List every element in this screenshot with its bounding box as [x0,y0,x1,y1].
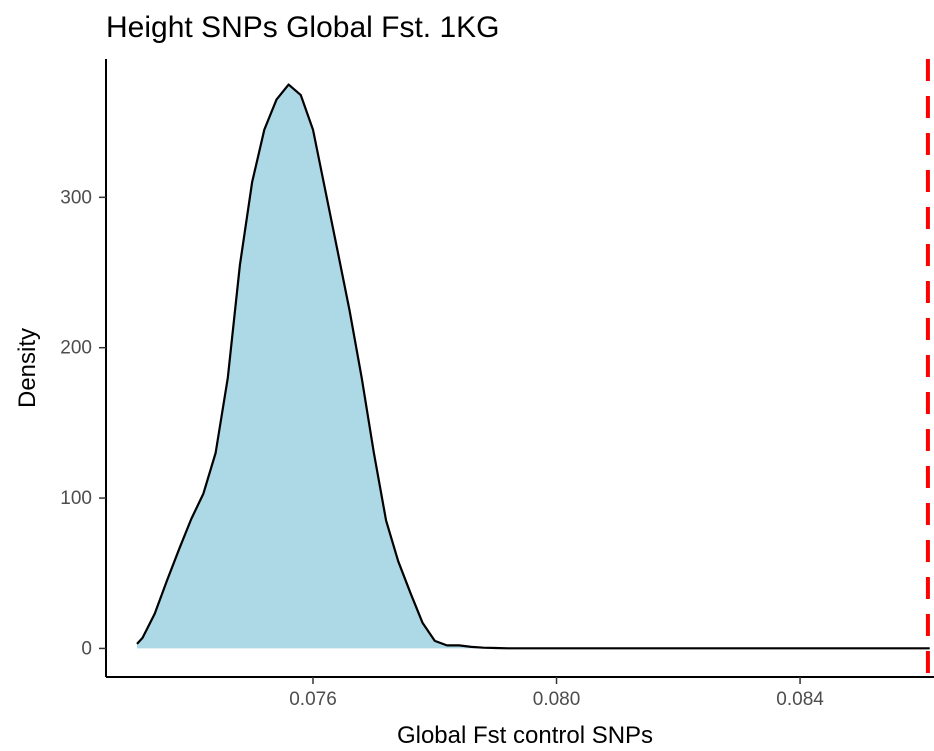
x-axis-title: Global Fst control SNPs [397,722,653,749]
y-tick-label: 0 [81,638,92,659]
chart-title: Height SNPs Global Fst. 1KG [106,11,500,44]
x-tick-label: 0.080 [533,689,581,710]
density-line [136,83,930,650]
y-axis-ticks: 0 100 200 300 [60,187,106,659]
density-fill [137,84,520,649]
y-tick-label: 300 [60,187,92,208]
y-tick-label: 200 [60,338,92,359]
y-tick-label: 100 [60,488,92,509]
x-axis-ticks: 0.076 0.080 0.084 [289,677,824,710]
x-tick-label: 0.084 [776,689,824,710]
y-axis-title: Density [14,328,41,408]
x-tick-label: 0.076 [289,689,337,710]
plot-area [136,59,930,677]
